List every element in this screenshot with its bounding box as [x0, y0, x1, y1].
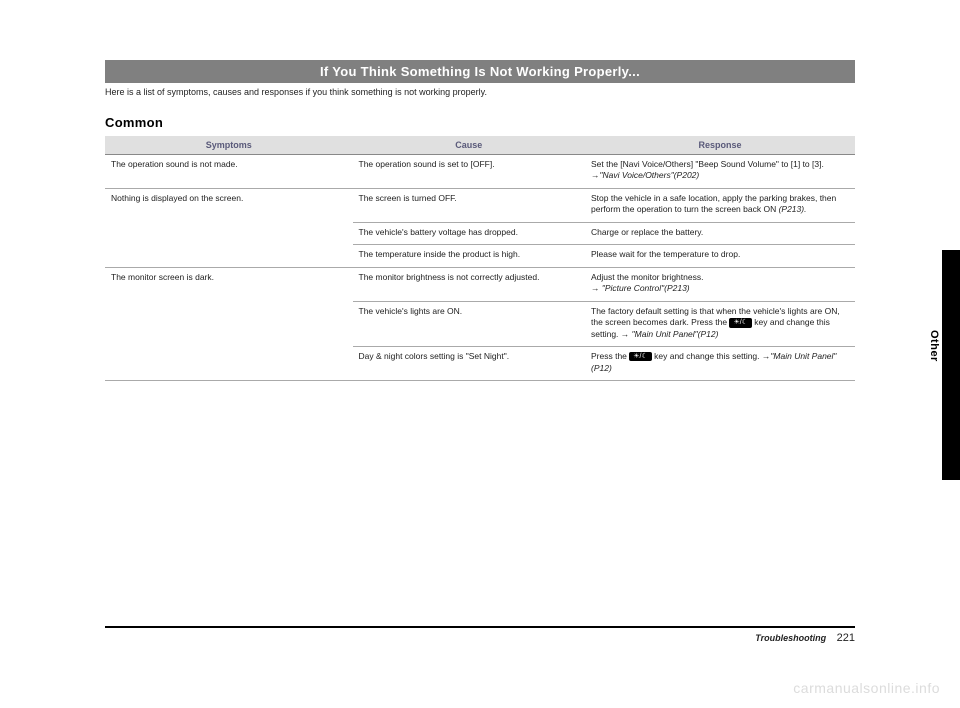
footer-section: Troubleshooting — [755, 633, 826, 643]
brightness-key-icon: ☀/☾ — [729, 318, 752, 327]
brightness-key-icon: ☀/☾ — [629, 352, 652, 361]
watermark: carmanualsonline.info — [793, 680, 940, 696]
table-row: The monitor screen is dark. The monitor … — [105, 267, 855, 301]
footer-page-number: 221 — [837, 632, 855, 644]
response-ref: →"Navi Voice/Others"(P202) — [591, 170, 699, 180]
response-text: Set the [Navi Voice/Others] "Beep Sound … — [591, 159, 824, 169]
cell-response: Press the ☀/☾ key and change this settin… — [585, 347, 855, 381]
col-cause: Cause — [353, 136, 586, 155]
cell-response: The factory default setting is that when… — [585, 301, 855, 346]
cell-cause: The operation sound is set to [OFF]. — [353, 155, 586, 189]
cell-cause: The vehicle's battery voltage has droppe… — [353, 222, 586, 244]
page-footer: Troubleshooting 221 — [105, 626, 855, 644]
response-text: Press the — [591, 351, 629, 361]
section-heading: Common — [105, 115, 855, 130]
footer-rule — [105, 626, 855, 628]
cell-symptom: The monitor screen is dark. — [105, 267, 353, 380]
response-ref: → "Picture Control"(P213) — [591, 283, 690, 293]
cell-response: Stop the vehicle in a safe location, app… — [585, 188, 855, 222]
cell-cause: The temperature inside the product is hi… — [353, 245, 586, 267]
troubleshooting-table: Symptoms Cause Response The operation so… — [105, 136, 855, 381]
cell-response: Set the [Navi Voice/Others] "Beep Sound … — [585, 155, 855, 189]
cell-response: Charge or replace the battery. — [585, 222, 855, 244]
cell-cause: The vehicle's lights are ON. — [353, 301, 586, 346]
col-symptoms: Symptoms — [105, 136, 353, 155]
table-row: Nothing is displayed on the screen. The … — [105, 188, 855, 222]
page-title-bar: If You Think Something Is Not Working Pr… — [105, 60, 855, 83]
side-tab — [942, 250, 960, 480]
cell-symptom: Nothing is displayed on the screen. — [105, 188, 353, 267]
cell-symptom: The operation sound is not made. — [105, 155, 353, 189]
response-text: Adjust the monitor brightness. — [591, 272, 703, 282]
cell-cause: The screen is turned OFF. — [353, 188, 586, 222]
cell-cause: Day & night colors setting is "Set Night… — [353, 347, 586, 381]
cell-response: Please wait for the temperature to drop. — [585, 245, 855, 267]
intro-text: Here is a list of symptoms, causes and r… — [105, 87, 855, 97]
table-header-row: Symptoms Cause Response — [105, 136, 855, 155]
cell-cause: The monitor brightness is not correctly … — [353, 267, 586, 301]
col-response: Response — [585, 136, 855, 155]
side-label: Other — [928, 330, 940, 362]
response-ref: (P213). — [779, 204, 807, 214]
response-text: key and change this setting. → — [652, 351, 771, 361]
response-ref: "Main Unit Panel"(P12) — [632, 329, 719, 339]
table-row: The operation sound is not made. The ope… — [105, 155, 855, 189]
cell-response: Adjust the monitor brightness. → "Pictur… — [585, 267, 855, 301]
